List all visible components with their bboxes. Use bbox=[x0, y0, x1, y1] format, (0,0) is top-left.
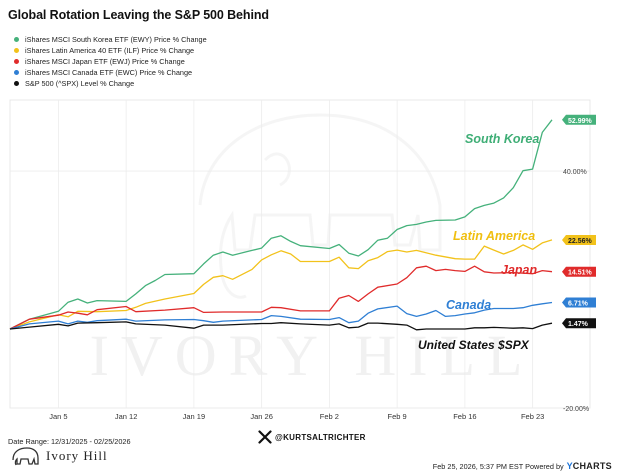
legend-label: iShares Latin America 40 ETF (ILF) Price… bbox=[25, 46, 195, 55]
legend-dot-icon bbox=[14, 81, 19, 86]
end-value-tag-shape bbox=[562, 297, 596, 308]
x-tick-label: Feb 23 bbox=[521, 412, 544, 421]
series-line-sp500[interactable] bbox=[9, 321, 553, 331]
legend-label: iShares MSCI South Korea ETF (EWY) Price… bbox=[25, 35, 207, 44]
legend-item-sp500[interactable]: S&P 500 (^SPX) Level % Change bbox=[14, 78, 207, 89]
series-name-label-sp500: United States $SPX bbox=[418, 338, 530, 352]
elephant-watermark-icon bbox=[198, 113, 442, 299]
end-value-tag-sp500: 1.47% bbox=[562, 318, 596, 329]
x-tick-label: Jan 5 bbox=[49, 412, 67, 421]
legend-label: iShares MSCI Canada ETF (EWC) Price % Ch… bbox=[25, 68, 193, 77]
end-value-tag-shape bbox=[562, 114, 596, 125]
legend-item-latin-america[interactable]: iShares Latin America 40 ETF (ILF) Price… bbox=[14, 45, 207, 56]
timestamp: Feb 25, 2026, 5:37 PM EST Powered by bbox=[432, 461, 564, 471]
end-value-label: 14.51% bbox=[568, 270, 593, 277]
x-tick-label: Jan 26 bbox=[250, 412, 273, 421]
legend-item-japan[interactable]: iShares MSCI Japan ETF (EWJ) Price % Cha… bbox=[14, 56, 207, 67]
chart-title: Global Rotation Leaving the S&P 500 Behi… bbox=[8, 8, 269, 22]
brand: Ivory Hill bbox=[10, 446, 108, 466]
legend-label: iShares MSCI Japan ETF (EWJ) Price % Cha… bbox=[25, 57, 185, 66]
x-tick-label: Jan 19 bbox=[183, 412, 206, 421]
series-name-label-south-korea: South Korea bbox=[465, 132, 539, 146]
x-tick-label: Feb 16 bbox=[453, 412, 476, 421]
end-value-tag-canada: 6.71% bbox=[562, 297, 596, 308]
end-value-tag-shape bbox=[562, 318, 596, 329]
y-tick-label: 40.00% bbox=[563, 169, 587, 176]
series-line-canada[interactable] bbox=[9, 301, 553, 330]
legend-dot-icon bbox=[14, 37, 19, 42]
ycharts-logo-text: CHARTS bbox=[572, 461, 612, 471]
legend-label: S&P 500 (^SPX) Level % Change bbox=[25, 79, 135, 88]
x-tick-label: Feb 9 bbox=[388, 412, 407, 421]
end-value-tag-shape bbox=[562, 266, 596, 277]
social-handle-badge[interactable]: @KURTSALTRICHTER bbox=[258, 430, 366, 444]
legend-dot-icon bbox=[14, 70, 19, 75]
series-line-japan[interactable] bbox=[9, 265, 553, 330]
x-logo-icon bbox=[258, 430, 272, 444]
end-value-tag-south-korea: 52.99% bbox=[562, 114, 596, 125]
brand-name: Ivory Hill bbox=[46, 448, 108, 463]
x-tick-label: Feb 2 bbox=[320, 412, 339, 421]
legend: iShares MSCI South Korea ETF (EWY) Price… bbox=[14, 34, 207, 89]
series-name-label-latin-america: Latin America bbox=[453, 229, 535, 243]
end-value-tag-latin-america: 22.56% bbox=[562, 234, 596, 245]
legend-dot-icon bbox=[14, 48, 19, 53]
ycharts-logo-y: Y bbox=[566, 461, 573, 471]
series-line-south-korea[interactable] bbox=[9, 119, 553, 330]
y-tick-label: -20.00% bbox=[563, 406, 589, 413]
series-line-latin-america[interactable] bbox=[9, 239, 553, 330]
footer-attribution: Feb 25, 2026, 5:37 PM EST Powered by Y C… bbox=[433, 461, 612, 471]
x-tick-label: Jan 12 bbox=[115, 412, 138, 421]
elephant-logo-icon bbox=[12, 447, 39, 466]
end-value-tag-japan: 14.51% bbox=[562, 266, 596, 277]
legend-item-south-korea[interactable]: iShares MSCI South Korea ETF (EWY) Price… bbox=[14, 34, 207, 45]
end-value-label: 6.71% bbox=[568, 301, 589, 308]
end-value-label: 22.56% bbox=[568, 238, 593, 245]
social-handle: @KURTSALTRICHTER bbox=[275, 432, 366, 442]
legend-dot-icon bbox=[14, 59, 19, 64]
end-value-tag-shape bbox=[562, 234, 596, 245]
legend-item-canada[interactable]: iShares MSCI Canada ETF (EWC) Price % Ch… bbox=[14, 67, 207, 78]
series-name-label-canada: Canada bbox=[446, 298, 491, 312]
end-value-label: 1.47% bbox=[568, 321, 589, 328]
date-range: Date Range: 12/31/2025 - 02/25/2026 bbox=[8, 437, 131, 446]
end-value-label: 52.99% bbox=[568, 118, 593, 125]
series-name-label-japan: Japan bbox=[501, 263, 537, 277]
